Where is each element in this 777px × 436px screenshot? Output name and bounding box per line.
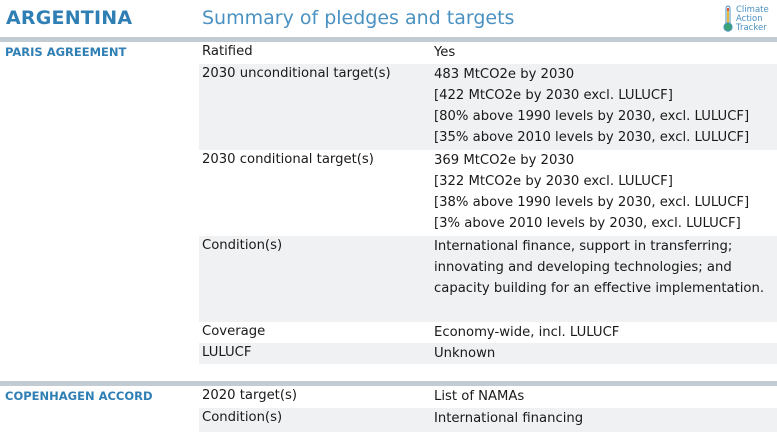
table-row: Condition(s) International finance, supp… xyxy=(199,236,777,322)
row-value: Unknown xyxy=(434,346,496,361)
logo-text: Climate Action Tracker xyxy=(736,5,769,34)
row-label: 2030 conditional target(s) xyxy=(202,152,374,167)
row-label: Coverage xyxy=(202,324,266,339)
row-value: International finance, support in transf… xyxy=(434,239,765,296)
row-label: LULUCF xyxy=(202,345,252,360)
row-label: 2030 unconditional target(s) xyxy=(202,66,391,81)
country-title: ARGENTINA xyxy=(6,7,133,29)
thermometer-icon xyxy=(723,5,733,32)
table-row: Ratified Yes xyxy=(199,42,777,64)
logo-line: Tracker xyxy=(736,23,767,34)
table-row: 2030 conditional target(s) 369 MtCO2e by… xyxy=(199,150,777,236)
section-divider xyxy=(0,381,777,386)
section-divider xyxy=(0,37,777,42)
section-title-paris: PARIS AGREEMENT xyxy=(5,45,127,59)
row-value: Yes xyxy=(434,45,456,60)
row-label: Condition(s) xyxy=(202,410,283,425)
row-label: 2020 target(s) xyxy=(202,388,298,403)
page-header: ARGENTINA Summary of pledges and targets… xyxy=(0,0,777,37)
row-value: 369 MtCO2e by 2030 [322 MtCO2e by 2030 e… xyxy=(434,153,750,231)
table-row: 2020 target(s) List of NAMAs xyxy=(199,386,777,408)
section-title-copenhagen: COPENHAGEN ACCORD xyxy=(5,389,153,403)
climate-action-tracker-logo: Climate Action Tracker xyxy=(722,5,774,35)
table-row: Coverage Economy-wide, incl. LULUCF xyxy=(199,322,777,343)
row-label: Ratified xyxy=(202,44,253,59)
summary-title: Summary of pledges and targets xyxy=(202,7,515,29)
row-value: International financing xyxy=(434,411,584,426)
row-value: List of NAMAs xyxy=(434,389,525,404)
table-row: LULUCF Unknown xyxy=(199,343,777,364)
table-row: 2030 unconditional target(s) 483 MtCO2e … xyxy=(199,64,777,150)
row-label: Condition(s) xyxy=(202,238,283,253)
logo-line: Climate xyxy=(736,5,769,15)
row-value: Economy-wide, incl. LULUCF xyxy=(434,325,620,340)
row-value: 483 MtCO2e by 2030 [422 MtCO2e by 2030 e… xyxy=(434,67,750,145)
table-row: Condition(s) International financing xyxy=(199,408,777,432)
logo-line: Action xyxy=(736,14,763,25)
